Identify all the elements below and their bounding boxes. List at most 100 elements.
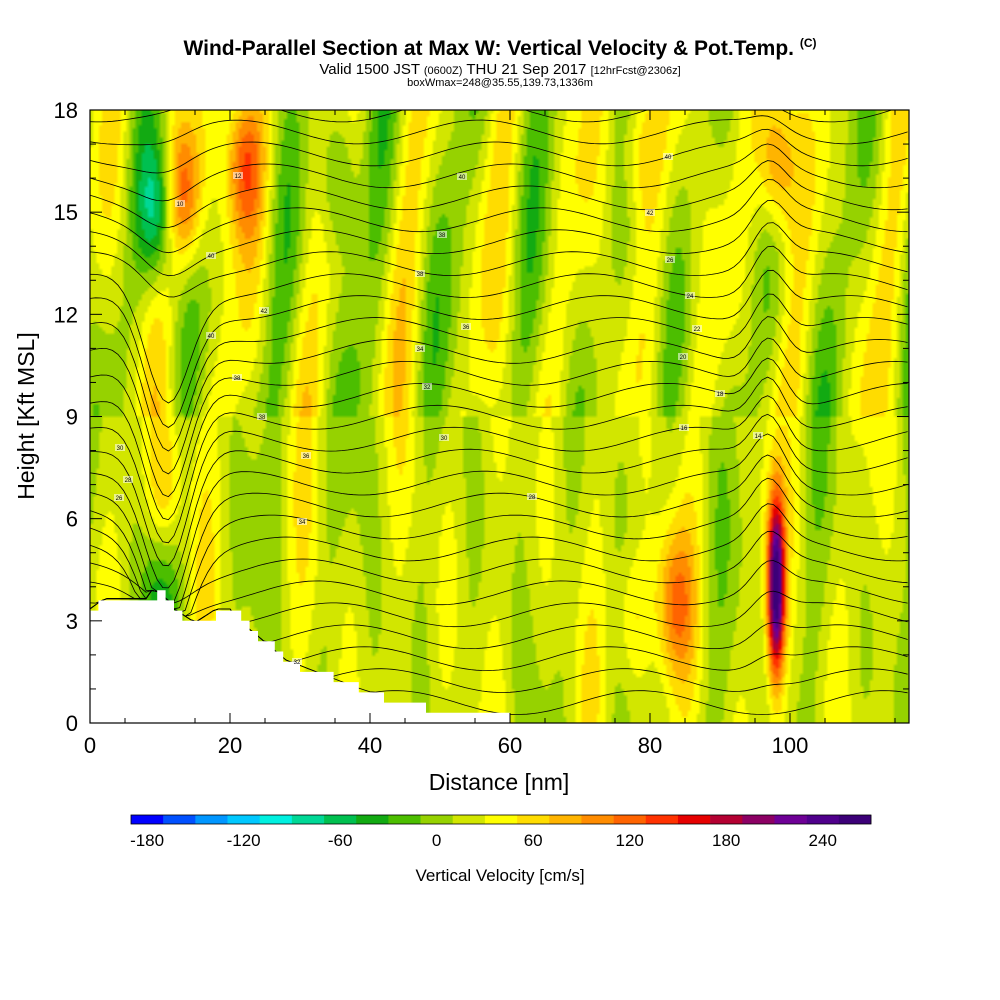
pot-temp-contour <box>90 337 908 498</box>
pot-temp-label: 38 <box>259 415 266 421</box>
chart-title: Wind-Parallel Section at Max W: Vertical… <box>0 36 1000 61</box>
pot-temp-label: 30 <box>441 436 448 442</box>
y-tick-label: 9 <box>66 405 78 430</box>
pot-temp-label-bg <box>415 270 425 277</box>
colorbar-swatch <box>838 815 872 824</box>
pot-temp-label-bg <box>415 345 425 352</box>
valid-utc: (0600Z) <box>423 65 463 77</box>
copyright-mark: (C) <box>799 36 817 50</box>
forecast-run: [12hrFcst@2306z] <box>590 65 681 77</box>
y-tick-label: 3 <box>66 609 78 634</box>
colorbar-swatch <box>356 815 389 824</box>
colorbar-frame <box>130 814 872 825</box>
colorbar-tick-label: -60 <box>328 831 353 850</box>
x-tick-label: 80 <box>638 733 662 758</box>
pot-temp-label: 40 <box>459 175 466 181</box>
pot-temp-label-bg <box>301 452 311 459</box>
pot-temp-label-bg <box>461 323 471 330</box>
colorbar-swatch <box>131 815 164 824</box>
colorbar-swatch <box>806 815 840 824</box>
valid-time: Valid 1500 JST <box>319 61 420 78</box>
pot-temp-label-bg <box>259 307 269 314</box>
y-axis-title: Height [Kft MSL] <box>13 332 39 499</box>
colorbar-tick-label: 180 <box>712 831 740 850</box>
pot-temp-contour <box>90 245 908 404</box>
colorbar-swatch <box>227 815 260 824</box>
colorbar-tick-label: 0 <box>432 831 441 850</box>
pot-temp-label-bg <box>292 658 302 665</box>
pot-temp-label: 36 <box>463 325 470 331</box>
pot-temp-contour <box>90 269 908 428</box>
pot-temp-label-bg <box>527 493 537 500</box>
x-tick-label: 100 <box>772 733 809 758</box>
pot-temp-label-bg <box>232 374 242 381</box>
x-tick-label: 60 <box>498 733 522 758</box>
pot-temp-label: 36 <box>303 454 310 460</box>
pot-temp-label-bg <box>233 172 243 179</box>
pot-temp-label: 26 <box>116 496 123 502</box>
pot-temp-label: 26 <box>667 258 674 264</box>
pot-temp-contour <box>90 115 908 146</box>
pot-temp-label-bg <box>422 383 432 390</box>
pot-temp-contour <box>90 395 908 567</box>
pot-temp-label: 28 <box>529 495 536 501</box>
colorbar-swatch <box>677 815 711 824</box>
pot-temp-label-bg <box>679 424 689 431</box>
colorbar-tick-label: -120 <box>227 831 261 850</box>
pot-temp-label: 34 <box>299 520 306 526</box>
pot-temp-label: 40 <box>208 334 215 340</box>
pot-temp-label-bg <box>665 256 675 263</box>
y-tick-label: 0 <box>66 711 78 736</box>
pot-temp-label-bg <box>115 444 125 451</box>
pot-temp-label-bg <box>206 252 216 259</box>
pot-temp-label: 10 <box>177 202 184 208</box>
pot-temp-contour <box>90 413 908 589</box>
pot-temp-contour <box>90 293 908 452</box>
colorbar-swatch <box>163 815 196 824</box>
colorbar-tick-label: 60 <box>524 831 543 850</box>
colorbar-swatch <box>420 815 454 824</box>
pot-temp-contour <box>90 357 908 521</box>
pot-temp-label: 38 <box>417 272 424 278</box>
pot-temp-label-bg <box>678 353 688 360</box>
pot-temp-label: 12 <box>235 174 242 180</box>
colorbar-swatch <box>195 815 228 824</box>
y-tick-label: 15 <box>54 200 78 225</box>
pot-temp-contour <box>90 454 908 610</box>
pot-temp-label: 38 <box>234 376 241 382</box>
pot-temp-contour <box>90 179 908 254</box>
pot-temp-label-bg <box>645 209 655 216</box>
x-axis-title: Distance [nm] <box>429 769 570 795</box>
pot-temp-label: 18 <box>717 392 724 398</box>
pot-temp-contour <box>90 590 908 628</box>
pot-temp-label: 40 <box>665 155 672 161</box>
pot-temp-label-bg <box>685 292 695 299</box>
pot-temp-label-bg <box>692 325 702 332</box>
pot-temp-contour <box>90 316 908 475</box>
colorbar-tick-label: 120 <box>616 831 644 850</box>
pot-temp-label: 28 <box>125 478 132 484</box>
colorbar-swatch <box>742 815 775 824</box>
y-tick-label: 18 <box>54 98 78 123</box>
colorbar-swatch <box>645 815 679 824</box>
pot-temp-label-bg <box>175 200 185 207</box>
pot-temp-label: 22 <box>694 327 701 333</box>
colorbar-title: Vertical Velocity [cm/s] <box>415 866 584 885</box>
pot-temp-label-bg <box>439 434 449 441</box>
colorbar-swatch <box>484 815 518 824</box>
chart-subtitle: Valid 1500 JST (0600Z) THU 21 Sep 2017 [… <box>0 61 1000 78</box>
box-info: boxWmax=248@35.55,139.73,1336m <box>407 77 593 89</box>
pot-temp-label: 20 <box>680 355 687 361</box>
colorbar-swatch <box>613 815 647 824</box>
colorbar-tick-label: -180 <box>130 831 164 850</box>
pot-temp-label-bg <box>437 231 447 238</box>
pot-temp-label: 14 <box>755 434 762 440</box>
pot-temp-label-bg <box>114 494 124 501</box>
pot-temp-label: 38 <box>439 233 446 239</box>
pot-temp-label: 16 <box>681 426 688 432</box>
pot-temp-label-bg <box>123 476 133 483</box>
pot-temp-labels: 40 42 40 38 38 36 34 32 30 28 26 24 22 20 18 16 14 12 10 40… <box>114 153 763 666</box>
colorbar-swatch <box>291 815 325 824</box>
